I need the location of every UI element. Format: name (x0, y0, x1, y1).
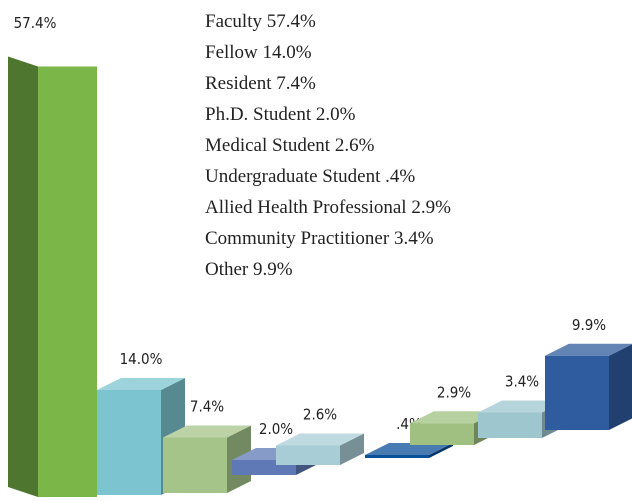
legend-value: 2.0% (316, 104, 356, 125)
bar (545, 355, 609, 430)
bar-side (340, 433, 364, 465)
data-label: 3.4% (505, 373, 539, 391)
legend-category: Allied Health Professional (205, 197, 407, 218)
bar-side (609, 344, 632, 430)
legend-value: 2.9% (411, 197, 451, 218)
bar-top (97, 378, 185, 390)
legend-category: Medical Student (205, 135, 331, 156)
data-label: 14.0% (120, 350, 163, 368)
legend-entry: Medical Student 2.6% (205, 135, 375, 156)
legend-value: 2.6% (335, 135, 375, 156)
legend-entry: Allied Health Professional 2.9% (205, 197, 451, 218)
legend-entry: Undergraduate Student .4% (205, 166, 415, 187)
bar (276, 445, 340, 465)
bar-top (163, 425, 251, 438)
legend-category: Undergraduate Student (205, 166, 381, 187)
bar-top (478, 400, 566, 413)
legend-entry: Community Practitioner 3.4% (205, 228, 434, 249)
bar (365, 455, 429, 458)
data-label: 2.0% (259, 420, 293, 438)
bar-top (545, 343, 632, 356)
legend-value: 7.4% (276, 73, 316, 94)
legend-value: 14.0% (263, 42, 312, 63)
bar (478, 412, 542, 438)
data-label: 57.4% (14, 14, 57, 32)
data-label: 9.9% (572, 316, 606, 334)
legend-entry: Resident 7.4% (205, 73, 316, 94)
legend-category: Fellow (205, 42, 258, 63)
bar-side (8, 56, 38, 497)
bar-top (276, 433, 364, 446)
legend-category: Faculty (205, 11, 262, 32)
bar (410, 423, 474, 445)
bar-top (410, 411, 498, 424)
bar-side (429, 443, 453, 458)
legend-entry: Other 9.9% (205, 259, 293, 280)
data-label: 7.4% (190, 398, 224, 416)
data-label: 2.6% (303, 406, 337, 424)
legend-category: Community Practitioner (205, 228, 390, 249)
bar (163, 437, 227, 493)
legend-value: .4% (385, 166, 415, 187)
legend-value: 3.4% (394, 228, 434, 249)
bar (38, 66, 97, 497)
legend-value: 9.9% (253, 259, 293, 280)
legend-category: Resident (205, 73, 272, 94)
data-label: 2.9% (437, 383, 471, 401)
legend-category: Ph.D. Student (205, 104, 312, 125)
legend-entry: Fellow 14.0% (205, 42, 312, 63)
bar-top (365, 443, 453, 455)
bar (97, 390, 161, 495)
legend-entry: Faculty 57.4% (205, 11, 316, 32)
legend-category: Other (205, 259, 249, 280)
legend-entry: Ph.D. Student 2.0% (205, 104, 356, 125)
legend-value: 57.4% (267, 11, 316, 32)
